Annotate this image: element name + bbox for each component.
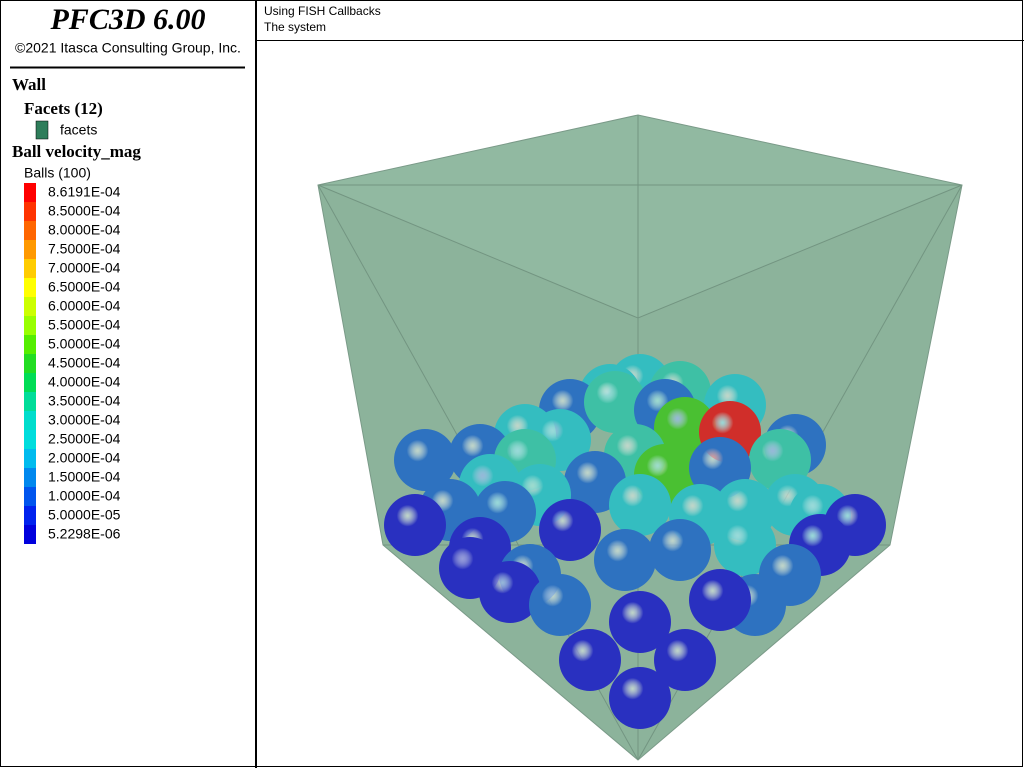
legend-swatch: [24, 411, 36, 430]
legend-label: 1.5000E-04: [48, 469, 121, 485]
ball: [529, 574, 591, 636]
scene: [317, 114, 963, 761]
view-title: The system: [264, 20, 326, 34]
legend-swatch: [24, 278, 36, 297]
ball: [714, 514, 776, 576]
ball: [384, 494, 446, 556]
legend-swatch: [24, 487, 36, 506]
copyright: ©2021 Itasca Consulting Group, Inc.: [15, 40, 241, 56]
legend-heading: Facets (12): [24, 99, 103, 118]
legend-heading: Balls (100): [24, 165, 91, 181]
legend-label: 8.6191E-04: [48, 184, 121, 200]
legend-label: 4.5000E-04: [48, 355, 121, 371]
legend-label: 2.0000E-04: [48, 450, 121, 466]
legend-swatch: [24, 354, 36, 373]
box-top: [318, 115, 962, 318]
ball: [394, 429, 456, 491]
legend-label: 7.5000E-04: [48, 241, 121, 257]
ball: [609, 474, 671, 536]
ball: [654, 629, 716, 691]
legend-swatch: [24, 240, 36, 259]
legend-label: 5.0000E-05: [48, 507, 121, 523]
view-title: Using FISH Callbacks: [264, 4, 381, 18]
ball: [649, 519, 711, 581]
legend-swatch: [24, 506, 36, 525]
legend-swatch: [24, 297, 36, 316]
ball: [594, 529, 656, 591]
legend-label: 8.0000E-04: [48, 222, 121, 238]
box-front: [317, 114, 963, 761]
legend-swatch: [24, 468, 36, 487]
legend-swatch: [24, 316, 36, 335]
legend-swatch: [24, 259, 36, 278]
legend-swatch: [24, 202, 36, 221]
legend-heading: Ball velocity_mag: [12, 142, 141, 161]
legend-label: 7.0000E-04: [48, 260, 121, 276]
legend-swatch: [24, 392, 36, 411]
ball: [609, 667, 671, 729]
ball: [539, 499, 601, 561]
legend-label: 3.5000E-04: [48, 393, 121, 409]
legend-label: 5.2298E-06: [48, 526, 121, 542]
legend-label: 1.0000E-04: [48, 488, 121, 504]
legend-label: 2.5000E-04: [48, 431, 121, 447]
legend-swatch: [24, 183, 36, 202]
legend-label: 8.5000E-04: [48, 203, 121, 219]
legend-label: 5.5000E-04: [48, 317, 121, 333]
ball: [609, 591, 671, 653]
legend-swatch: [24, 430, 36, 449]
legend-swatch: [24, 449, 36, 468]
legend-label: 4.0000E-04: [48, 374, 121, 390]
legend-label: 3.0000E-04: [48, 412, 121, 428]
ball: [584, 371, 646, 433]
ball: [559, 629, 621, 691]
legend-swatch: [24, 335, 36, 354]
app-title: PFC3D 6.00: [49, 3, 205, 36]
legend-label: facets: [60, 122, 97, 138]
ball: [689, 569, 751, 631]
legend-swatch: [24, 373, 36, 392]
legend-label: 6.0000E-04: [48, 298, 121, 314]
legend-swatch: [24, 525, 36, 544]
legend-label: 5.0000E-04: [48, 336, 121, 352]
legend-heading: Wall: [12, 75, 46, 94]
legend-swatch: [35, 120, 49, 140]
ball: [654, 397, 716, 459]
legend-swatch: [24, 221, 36, 240]
ball: [479, 561, 541, 623]
legend-label: 6.5000E-04: [48, 279, 121, 295]
